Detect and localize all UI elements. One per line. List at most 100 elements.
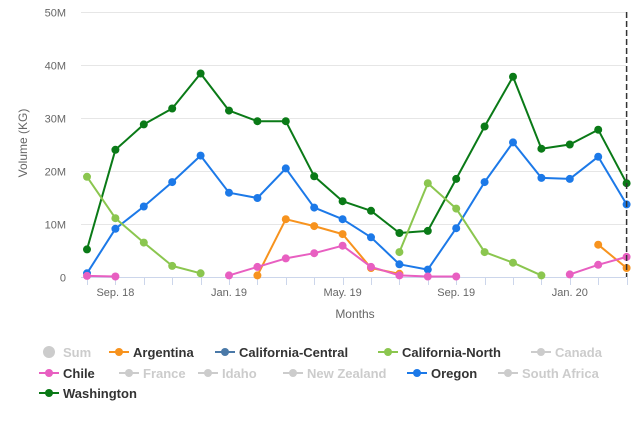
data-point[interactable] [111, 224, 120, 233]
data-point[interactable] [452, 224, 461, 233]
legend-marker [289, 369, 297, 377]
data-point[interactable] [83, 245, 91, 254]
data-point[interactable] [423, 179, 432, 188]
legend-item-south-africa[interactable]: South Africa [498, 366, 600, 381]
data-point[interactable] [310, 203, 319, 212]
data-point[interactable] [480, 248, 489, 257]
data-point[interactable] [111, 272, 120, 281]
data-point[interactable] [253, 271, 262, 280]
data-point[interactable] [111, 214, 120, 223]
data-point[interactable] [509, 138, 517, 147]
data-point[interactable] [139, 120, 148, 129]
data-point[interactable] [168, 104, 177, 113]
series-california-north[interactable] [83, 172, 546, 280]
legend-item-chile[interactable]: Chile [39, 366, 95, 381]
data-point[interactable] [480, 178, 489, 187]
legend-item-sum[interactable]: Sum [43, 345, 91, 360]
data-point[interactable] [225, 271, 233, 280]
data-point[interactable] [83, 271, 91, 280]
data-point[interactable] [253, 117, 262, 126]
data-point[interactable] [423, 226, 432, 235]
legend-item-france[interactable]: France [119, 366, 186, 381]
data-point[interactable] [139, 202, 148, 211]
series-oregon[interactable] [83, 138, 631, 278]
data-point[interactable] [338, 197, 347, 206]
legend-item-canada[interactable]: Canada [531, 345, 603, 360]
legend-item-oregon[interactable]: Oregon [407, 366, 477, 381]
data-point[interactable] [594, 125, 603, 134]
data-point[interactable] [310, 249, 319, 258]
data-point[interactable] [480, 122, 489, 131]
data-point[interactable] [367, 233, 375, 242]
series-line [86, 274, 116, 278]
data-point[interactable] [281, 215, 290, 224]
data-point[interactable] [253, 262, 262, 271]
data-point[interactable] [423, 265, 432, 274]
data-point[interactable] [395, 271, 404, 280]
legend: Sum Argentina California-Central California… [39, 345, 603, 401]
legend-item-new-zealand[interactable]: New Zealand [283, 366, 387, 381]
legend-label: New Zealand [307, 366, 387, 381]
legend-marker [125, 369, 133, 377]
data-point[interactable] [281, 254, 290, 263]
data-point[interactable] [594, 240, 603, 249]
legend-label: Sum [63, 345, 91, 360]
data-point[interactable] [423, 272, 432, 281]
legend-marker [43, 346, 55, 358]
data-point[interactable] [281, 164, 290, 173]
legend-item-washington[interactable]: Washington [39, 386, 137, 401]
legend-marker [115, 348, 123, 356]
series-line [86, 141, 628, 274]
series-line [398, 182, 542, 277]
data-point[interactable] [452, 204, 461, 213]
data-point[interactable] [594, 152, 603, 161]
legend-item-argentina[interactable]: Argentina [109, 345, 194, 360]
data-point[interactable] [509, 258, 517, 267]
data-point[interactable] [395, 260, 404, 269]
legend-label: South Africa [522, 366, 600, 381]
data-point[interactable] [565, 270, 574, 279]
y-tick-label: 40M [45, 61, 66, 73]
data-point[interactable] [537, 144, 546, 153]
series-layer [83, 69, 631, 281]
data-point[interactable] [225, 106, 233, 115]
data-point[interactable] [367, 206, 375, 215]
data-point[interactable] [310, 172, 319, 181]
data-point[interactable] [225, 188, 233, 197]
data-point[interactable] [565, 174, 574, 183]
data-point[interactable] [565, 140, 574, 149]
legend-item-idaho[interactable]: Idaho [198, 366, 257, 381]
data-point[interactable] [338, 215, 347, 224]
data-point[interactable] [196, 69, 205, 78]
data-point[interactable] [196, 269, 205, 278]
data-point[interactable] [367, 262, 375, 271]
data-point[interactable] [281, 117, 290, 126]
legend-marker [45, 389, 53, 397]
legend-marker [413, 369, 421, 377]
legend-item-california-central[interactable]: California-Central [215, 345, 348, 360]
data-point[interactable] [253, 194, 262, 202]
data-point[interactable] [338, 230, 347, 239]
data-point[interactable] [537, 271, 546, 280]
grid-lines [81, 12, 626, 278]
legend-item-california-north[interactable]: California-North [378, 345, 501, 360]
data-point[interactable] [452, 174, 461, 183]
legend-label: Oregon [431, 366, 477, 381]
data-point[interactable] [395, 229, 404, 237]
data-point[interactable] [537, 173, 546, 182]
data-point[interactable] [111, 145, 120, 154]
data-point[interactable] [168, 178, 177, 187]
data-point[interactable] [395, 248, 404, 257]
data-point[interactable] [83, 172, 91, 181]
data-point[interactable] [139, 238, 148, 247]
data-point[interactable] [310, 222, 319, 231]
data-point[interactable] [196, 151, 205, 160]
data-point[interactable] [509, 72, 517, 81]
data-point[interactable] [594, 260, 603, 269]
data-point[interactable] [452, 272, 461, 281]
series-washington[interactable] [83, 69, 631, 254]
data-point[interactable] [168, 261, 177, 270]
legend-label: France [143, 366, 186, 381]
data-point[interactable] [338, 241, 347, 250]
